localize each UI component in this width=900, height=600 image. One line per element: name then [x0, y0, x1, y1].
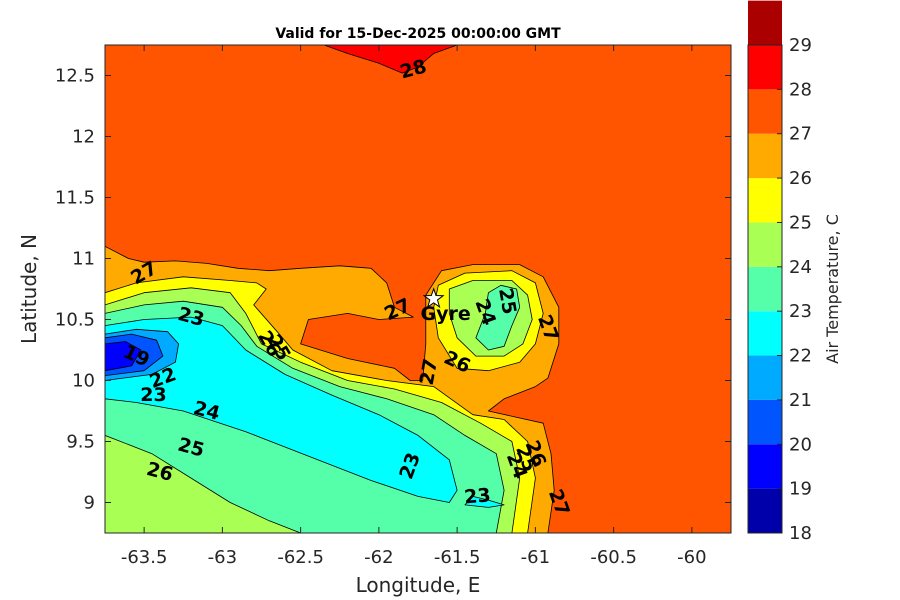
- colorbar-tick-label: 24: [789, 257, 812, 278]
- colorbar-tick-label: 27: [789, 124, 812, 145]
- y-tick-label: 9: [84, 493, 95, 514]
- colorbar-tick-label: 19: [789, 479, 812, 500]
- colorbar-tick-label: 26: [789, 168, 812, 189]
- colorbar-tick-label: 20: [789, 434, 812, 455]
- x-tick-label: -62.5: [277, 547, 324, 568]
- colorbar-swatch: [748, 89, 782, 134]
- colorbar-swatch: [748, 311, 782, 356]
- colorbar-swatch: [748, 488, 782, 533]
- colorbar-swatch: [748, 133, 782, 179]
- x-tick-label: -60: [677, 547, 706, 568]
- y-tick-label: 11.5: [55, 188, 95, 209]
- colorbar-swatch: [748, 45, 782, 90]
- station-marker: Gyre: [421, 287, 471, 325]
- colorbar-swatch: [748, 222, 782, 267]
- y-tick-label: 12: [72, 127, 95, 148]
- colorbar: 18 19 20 21 22 23 24 25 26 27 28 29: [747, 0, 812, 544]
- contour-label: 25: [494, 286, 520, 316]
- contour-band-28: [323, 45, 458, 74]
- colorbar-swatch: [748, 355, 782, 400]
- contour-band-19: [105, 341, 142, 372]
- colorbar-swatch: [748, 399, 782, 445]
- colorbar-tick-label: 22: [789, 346, 812, 367]
- y-axis-label: Latitude, N: [17, 234, 41, 344]
- colorbar-label: Air Temperature, C: [823, 214, 842, 364]
- y-axis-ticks: 9 9.5 10 10.5 11 11.5 12 12.5: [55, 66, 731, 514]
- colorbar-tick-label: 29: [789, 35, 812, 56]
- x-tick-label: -62: [364, 547, 393, 568]
- y-tick-label: 10.5: [55, 310, 95, 331]
- contour-label: 23: [463, 484, 491, 508]
- x-tick-label: -63: [208, 547, 237, 568]
- station-star-icon: [422, 287, 445, 309]
- colorbar-swatch: [748, 178, 782, 223]
- x-tick-label: -63.5: [121, 547, 168, 568]
- station-label: Gyre: [421, 303, 471, 325]
- contour-band-23: [475, 284, 521, 351]
- x-tick-label: -60.5: [590, 547, 637, 568]
- contour-band-22: [464, 495, 505, 508]
- colorbar-tick-label: 18: [789, 523, 812, 544]
- colorbar-swatch: [748, 0, 782, 45]
- plot-frame: [104, 44, 732, 534]
- colorbar-tick-label: 21: [789, 390, 812, 411]
- contour-plot-area: [105, 45, 731, 533]
- colorbar-swatch: [748, 266, 782, 312]
- contour-label: 27: [416, 357, 442, 387]
- y-tick-label: 12.5: [55, 66, 95, 87]
- colorbar-swatch: [748, 444, 782, 489]
- y-tick-label: 10: [72, 371, 95, 392]
- y-tick-label: 11: [72, 249, 95, 270]
- x-axis-ticks: -63.5 -63 -62.5 -62 -61.5 -61 -60.5 -60: [121, 45, 707, 568]
- colorbar-tick-label: 28: [789, 79, 812, 100]
- contour-band-22: [105, 316, 458, 503]
- colorbar-tick-label: 23: [789, 301, 812, 322]
- x-axis-label: Longitude, E: [356, 573, 481, 597]
- chart-title: Valid for 15-Dec-2025 00:00:00 GMT: [275, 26, 561, 42]
- x-tick-label: -61.5: [434, 547, 481, 568]
- x-tick-label: -61: [521, 547, 550, 568]
- y-tick-label: 9.5: [66, 432, 95, 453]
- colorbar-frame: [747, 44, 783, 534]
- contour-label: 23: [140, 384, 166, 406]
- colorbar-tick-label: 25: [789, 212, 812, 233]
